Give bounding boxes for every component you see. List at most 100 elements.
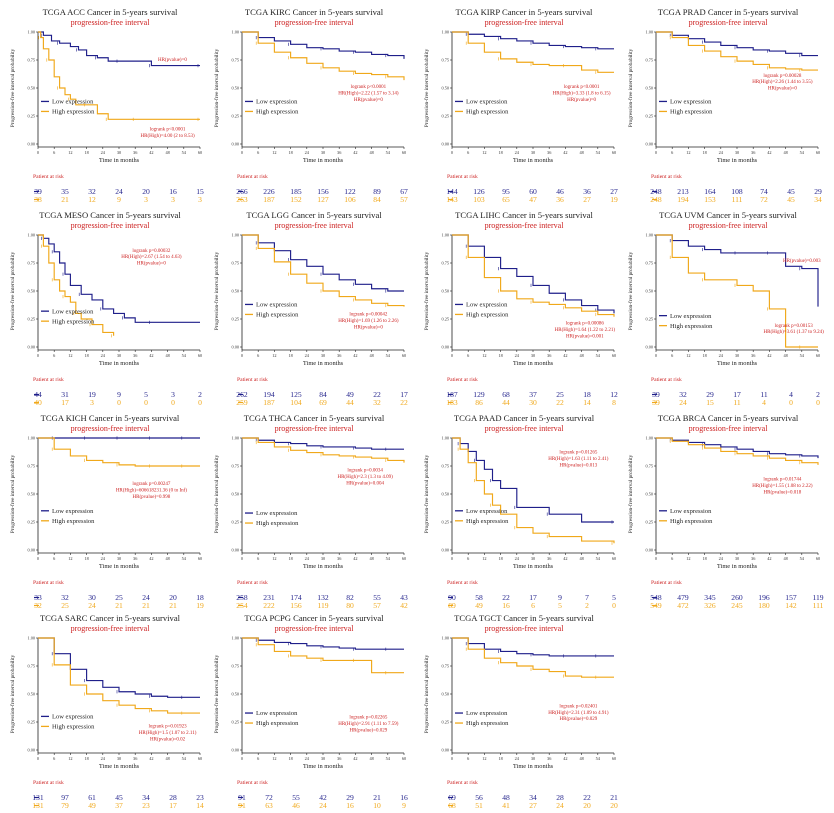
risk-value-high: 57 (373, 601, 381, 610)
x-tick-label: 48 (165, 756, 169, 761)
chart-subtitle: progression-free interval (275, 18, 355, 27)
x-tick-label: 18 (498, 556, 502, 561)
low-expression-curve (38, 637, 200, 698)
x-tick-label: 18 (498, 353, 502, 358)
risk-table-title: Patient at risk (33, 780, 64, 786)
high-expression-curve (38, 31, 200, 120)
x-tick-label: 54 (182, 756, 187, 761)
risk-value-high: 131 (32, 801, 44, 810)
km-panel: TCGA BRCA Cancer in 5-years survivalprog… (627, 413, 824, 610)
x-tick-label: 30 (735, 150, 739, 155)
legend-label-high: High expression (670, 109, 713, 116)
low-expression-curve (242, 437, 404, 450)
x-tick-label: 48 (579, 353, 583, 358)
y-tick-label: 0.00 (441, 345, 449, 350)
risk-value-low: 119 (812, 593, 823, 602)
x-tick-label: 54 (182, 556, 187, 561)
x-tick-label: 60 (612, 150, 616, 155)
x-tick-label: 24 (719, 353, 724, 358)
x-tick-label: 54 (800, 150, 805, 155)
risk-value-high: 259 (236, 398, 248, 407)
y-tick-label: 0.00 (645, 345, 653, 350)
x-tick-label: 12 (686, 556, 690, 561)
risk-value-low: 5 (612, 593, 616, 602)
y-tick-label: 0.25 (645, 114, 653, 119)
risk-value-low: 262 (236, 390, 248, 399)
annotation-text: HR(pvalue)=0.001 (566, 334, 604, 339)
risk-value-low: 548 (650, 593, 662, 602)
risk-value-low: 3 (171, 390, 175, 399)
risk-value-high: 549 (650, 601, 662, 610)
high-expression-curve (242, 437, 405, 463)
risk-value-high: 103 (473, 195, 485, 204)
km-panel: TCGA KIRP Cancer in 5-years survivalprog… (423, 7, 618, 204)
legend-label-high: High expression (256, 720, 299, 727)
legend-label-low: Low expression (466, 508, 508, 515)
risk-value-low: 17 (529, 593, 537, 602)
x-axis-label: Time in months (513, 763, 554, 770)
annotation-text: logrank p<0.0001 (351, 85, 387, 90)
x-tick-label: 24 (101, 150, 106, 155)
y-tick-label: 1.00 (231, 233, 239, 238)
y-tick-label: 0.00 (27, 548, 35, 553)
annotation-text: HR(High)=2.3 (1.3 to 4.09) (337, 475, 393, 480)
chart-subtitle: progression-free interval (689, 18, 769, 27)
chart-title: TCGA ACC Cancer in 5-years survival (43, 7, 178, 17)
risk-value-high: 14 (196, 801, 204, 810)
y-tick-label: 0.50 (231, 492, 239, 497)
risk-value-low: 42 (319, 793, 327, 802)
risk-value-high: 47 (529, 195, 537, 204)
x-tick-label: 54 (596, 150, 601, 155)
km-panel: TCGA KICH Cancer in 5-years survivalprog… (9, 413, 204, 610)
y-axis-label: Progression-free interval probability (213, 251, 220, 330)
km-panel: TCGA ACC Cancer in 5-years survivalprogr… (9, 7, 204, 204)
risk-value-high: 0 (171, 398, 175, 407)
annotation-text: HR(High)=2.91 (1.11 to 7.59) (338, 722, 398, 727)
annotation-text: logrank p=0.01744 (763, 478, 802, 483)
risk-value-high: 44 (502, 398, 510, 407)
risk-value-high: 111 (732, 195, 743, 204)
risk-value-high: 222 (263, 601, 275, 610)
y-tick-label: 0.25 (231, 520, 239, 525)
x-axis-label: Time in months (99, 360, 140, 367)
legend-label-low: Low expression (466, 710, 508, 717)
x-tick-label: 60 (198, 556, 202, 561)
annotation-text: HR(pvalue)=0.018 (764, 490, 802, 495)
legend-label-high: High expression (52, 318, 95, 325)
risk-value-high: 104 (290, 398, 302, 407)
risk-value-low: 2 (198, 390, 202, 399)
risk-value-low: 213 (677, 187, 689, 196)
x-tick-label: 54 (182, 353, 187, 358)
y-tick-label: 0.25 (645, 520, 653, 525)
risk-value-high: 69 (319, 398, 327, 407)
risk-value-high: 263 (236, 195, 248, 204)
risk-value-low: 74 (760, 187, 768, 196)
chart-title: TCGA KIRC Cancer in 5-years survival (245, 7, 384, 17)
chart-subtitle: progression-free interval (485, 424, 565, 433)
risk-value-high: 187 (263, 398, 275, 407)
x-tick-label: 42 (149, 556, 153, 561)
x-tick-label: 30 (117, 756, 121, 761)
x-tick-label: 60 (816, 150, 820, 155)
x-tick-label: 36 (751, 353, 756, 358)
km-panel: TCGA SARC Cancer in 5-years survivalprog… (9, 613, 204, 810)
x-tick-label: 36 (133, 150, 138, 155)
risk-value-high: 6 (531, 601, 535, 610)
y-tick-label: 0.25 (27, 317, 35, 322)
x-tick-label: 48 (783, 556, 787, 561)
y-tick-label: 0.75 (441, 58, 449, 63)
x-tick-label: 42 (353, 353, 357, 358)
risk-value-high: 0 (198, 398, 202, 407)
x-tick-label: 54 (386, 150, 391, 155)
risk-value-high: 34 (814, 195, 822, 204)
risk-table-title: Patient at risk (33, 580, 64, 586)
x-tick-label: 18 (498, 150, 502, 155)
x-tick-label: 30 (531, 556, 535, 561)
risk-value-high: 32 (373, 398, 381, 407)
x-tick-label: 30 (531, 353, 535, 358)
risk-value-high: 152 (290, 195, 302, 204)
y-tick-label: 1.00 (27, 30, 35, 35)
y-tick-label: 0.00 (231, 142, 239, 147)
x-tick-label: 12 (68, 353, 72, 358)
x-tick-label: 18 (84, 556, 88, 561)
